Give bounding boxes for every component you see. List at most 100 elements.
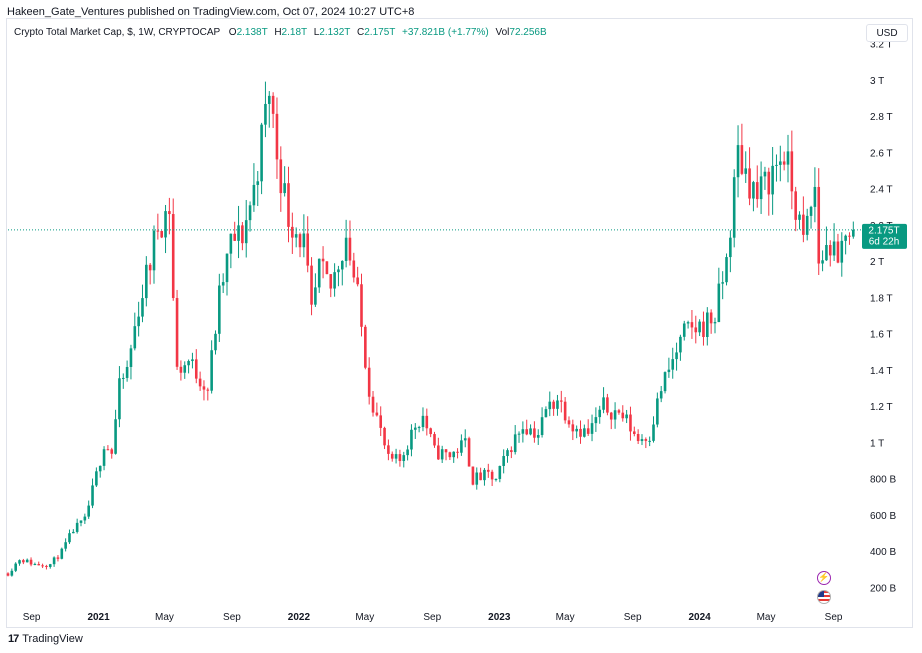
candle-body bbox=[767, 171, 771, 195]
y-tick-label: 1 T bbox=[870, 438, 884, 449]
candle-body bbox=[682, 323, 686, 337]
x-tick-label: May bbox=[757, 612, 776, 623]
candle-body bbox=[248, 205, 252, 221]
candle-body bbox=[64, 542, 67, 549]
y-tick-label: 600 B bbox=[870, 511, 896, 522]
candle-body bbox=[394, 454, 398, 459]
candle-body bbox=[467, 438, 471, 467]
candle-body bbox=[567, 420, 571, 425]
candle-body bbox=[613, 410, 617, 420]
candle-body bbox=[490, 471, 494, 480]
candle-body bbox=[832, 241, 836, 256]
candle-body bbox=[421, 415, 425, 428]
x-tick-label: Sep bbox=[23, 612, 41, 623]
candle-body bbox=[317, 258, 321, 288]
candle-body bbox=[241, 225, 244, 244]
candle-body bbox=[648, 440, 651, 442]
x-tick-label: Sep bbox=[223, 612, 241, 623]
y-tick-label: 2.8 T bbox=[870, 112, 893, 123]
candle-body bbox=[579, 428, 582, 437]
legend-volume-value: 72.256B bbox=[509, 27, 547, 38]
x-tick-label: May bbox=[355, 612, 374, 623]
candle-body bbox=[321, 258, 325, 262]
chart-pane[interactable] bbox=[6, 18, 913, 628]
candle-series bbox=[6, 81, 855, 577]
legend-close-value: 2.175T bbox=[364, 27, 396, 38]
candle-body bbox=[264, 103, 267, 125]
candle-body bbox=[525, 429, 529, 435]
candle-body bbox=[625, 414, 628, 419]
candle-body bbox=[340, 260, 344, 270]
candle-body bbox=[279, 159, 283, 194]
currency-button[interactable]: USD bbox=[866, 24, 908, 42]
candle-body bbox=[444, 449, 448, 453]
x-tick-label: 2024 bbox=[688, 612, 711, 623]
candle-body bbox=[417, 427, 421, 429]
candle-body bbox=[456, 451, 459, 453]
candle-body bbox=[294, 234, 298, 238]
publish-note: Hakeen_Gate_Ventures published on Tradin… bbox=[7, 6, 415, 18]
candle-body bbox=[448, 452, 452, 458]
candle-body bbox=[271, 95, 275, 114]
candle-body bbox=[813, 186, 817, 207]
candle-body bbox=[636, 434, 640, 442]
candle-body bbox=[221, 282, 225, 286]
candle-body bbox=[483, 469, 486, 481]
candle-body bbox=[95, 471, 98, 486]
candle-body bbox=[252, 184, 256, 206]
candle-body bbox=[667, 369, 671, 373]
candle-body bbox=[148, 264, 152, 271]
candle-body bbox=[529, 428, 532, 435]
legend-change: +37.821B (+1.77%) bbox=[401, 27, 489, 38]
y-tick-label: 200 B bbox=[870, 583, 896, 594]
candle-body bbox=[729, 237, 732, 258]
candle-body bbox=[329, 274, 333, 289]
candle-body bbox=[52, 557, 56, 565]
candle-body bbox=[325, 261, 329, 275]
candle-body bbox=[825, 245, 828, 261]
candle-body bbox=[425, 415, 429, 429]
candle-body bbox=[540, 417, 544, 436]
candle-body bbox=[83, 516, 87, 521]
candle-body bbox=[779, 161, 782, 165]
candle-body bbox=[283, 183, 286, 194]
legend-open-value: 2.138T bbox=[236, 27, 268, 38]
candle-body bbox=[291, 226, 294, 238]
candle-body bbox=[356, 277, 359, 285]
candle-body bbox=[233, 233, 236, 241]
us-flag-icon[interactable] bbox=[817, 590, 831, 604]
y-tick-label: 1.2 T bbox=[870, 402, 893, 413]
candle-body bbox=[840, 240, 844, 263]
candle-body bbox=[379, 415, 383, 428]
candle-body bbox=[156, 230, 160, 232]
candle-body bbox=[37, 564, 41, 566]
candle-body bbox=[656, 398, 659, 425]
candle-body bbox=[87, 505, 90, 517]
candle-body bbox=[198, 378, 202, 387]
candle-body bbox=[621, 412, 625, 419]
candle-body bbox=[821, 260, 824, 264]
candle-body bbox=[698, 321, 701, 333]
candle-body bbox=[759, 176, 763, 200]
candle-body bbox=[56, 557, 60, 559]
candle-body bbox=[160, 231, 163, 238]
candle-body bbox=[352, 260, 356, 278]
candle-body bbox=[364, 326, 367, 368]
candle-body bbox=[513, 434, 517, 453]
candle-body bbox=[125, 366, 129, 378]
candle-body bbox=[786, 151, 790, 165]
candle-body bbox=[121, 377, 125, 379]
lightning-bolt-icon[interactable]: ⚡ bbox=[817, 571, 831, 585]
candle-body bbox=[717, 283, 721, 323]
candle-body bbox=[91, 485, 94, 506]
candle-body bbox=[598, 409, 602, 418]
candle-body bbox=[298, 234, 302, 248]
candle-body bbox=[164, 211, 167, 238]
candle-body bbox=[510, 450, 513, 453]
candle-body bbox=[602, 397, 605, 410]
candle-body bbox=[187, 361, 190, 366]
candle-body bbox=[486, 469, 490, 472]
candle-body bbox=[663, 372, 667, 392]
candle-body bbox=[275, 113, 279, 160]
